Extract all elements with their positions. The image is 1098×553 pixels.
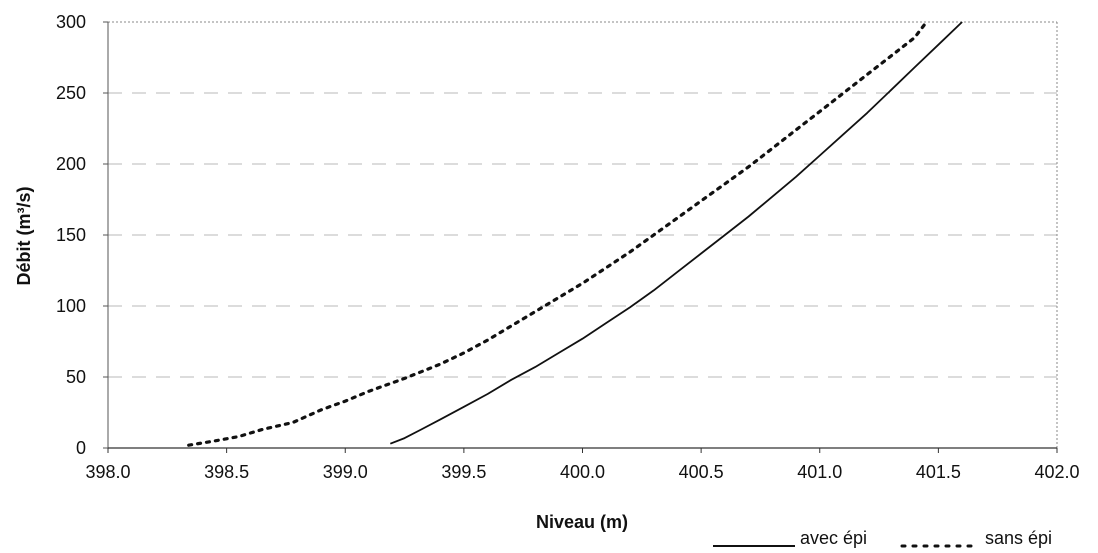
series-layer: [187, 20, 963, 447]
ticks-layer: 0 50 100 150 200 250 300 398.0 398.5 399.0 399.5 40…: [56, 12, 1080, 482]
y-tick-label: 200: [56, 154, 86, 174]
y-tick-label: 300: [56, 12, 86, 32]
x-tick-label: 402.0: [1034, 462, 1079, 482]
y-axis-title: Débit (m³/s): [14, 186, 34, 285]
legend-label-sans-epi: sans épi: [985, 528, 1052, 548]
y-tick-label: 0: [76, 438, 86, 458]
x-tick-label: 400.5: [679, 462, 724, 482]
legend: avec épi sans épi: [713, 528, 1052, 548]
series-line-avec-epi: [389, 21, 963, 445]
x-tick-label: 401.5: [916, 462, 961, 482]
x-axis-title: Niveau (m): [536, 512, 628, 532]
axes-layer: [107, 21, 1058, 449]
x-tick-label: 398.0: [85, 462, 130, 482]
x-tick-label: 399.5: [441, 462, 486, 482]
legend-label-avec-epi: avec épi: [800, 528, 867, 548]
x-tick-label: 398.5: [204, 462, 249, 482]
x-tick-label: 400.0: [560, 462, 605, 482]
y-tick-label: 150: [56, 225, 86, 245]
y-tick-label: 250: [56, 83, 86, 103]
grid-layer: [108, 92, 1057, 378]
x-tick-label: 401.0: [797, 462, 842, 482]
y-tick-label: 50: [66, 367, 86, 387]
y-tick-label: 100: [56, 296, 86, 316]
series-line-sans-epi: [187, 20, 929, 447]
x-tick-label: 399.0: [323, 462, 368, 482]
